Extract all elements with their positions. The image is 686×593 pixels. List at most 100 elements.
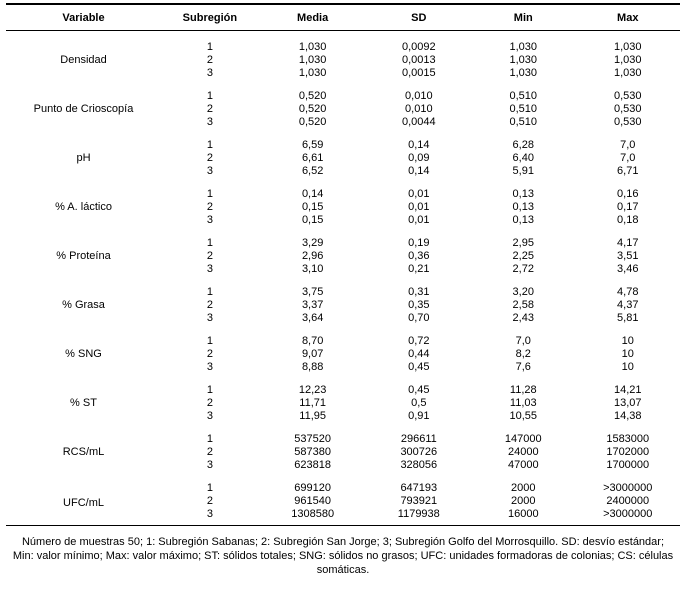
cell-min: 1,030 [509,54,538,66]
cell-sd: 1179938 [397,508,440,520]
cell-sd: 0,010 [405,90,433,102]
table-row: 3 0,520 0,0044 0,510 0,530 [6,116,680,129]
variable-group: RCS/mL 1 537520 296611 147000 1583000 2 587380 3… [6,423,680,472]
table-row: 2 2,96 0,36 2,25 3,51 [6,250,680,263]
col-header-max: Max [575,4,680,31]
cell-max: 14,38 [613,410,642,422]
col-header-subregion: Subregión [161,4,259,31]
variable-label: Densidad [60,54,107,66]
cell-max: 7,0 [620,152,636,164]
cell-subregion: 2 [206,103,213,115]
cell-max: 10 [621,335,634,347]
cell-max: 10 [621,348,634,360]
cell-subregion: 1 [206,384,213,396]
cell-media: 8,70 [301,335,324,347]
cell-sd: 0,01 [408,188,430,200]
header-row: Variable Subregión Media SD Min Max [6,4,680,31]
variable-label: % Proteína [56,250,111,262]
table-row: 2 11,71 0,5 11,03 13,07 [6,397,680,410]
cell-min: 10,55 [509,410,538,422]
cell-sd: 0,21 [408,263,430,275]
cell-min: 0,13 [512,188,534,200]
cell-min: 24000 [507,446,539,458]
cell-media: 3,75 [301,286,324,298]
table-row: Punto de Crioscopía 1 0,520 0,010 0,510 0,530 [6,80,680,115]
cell-sd: 0,19 [408,237,430,249]
cell-sd: 0,45 [408,384,430,396]
cell-media: 623818 [294,459,331,471]
cell-media: 11,71 [299,397,326,409]
variable-label: % Grasa [62,299,105,311]
cell-max: 1702000 [606,446,650,458]
table-row: 2 0,520 0,010 0,510 0,530 [6,103,680,116]
cell-min: 16000 [507,508,539,520]
cell-max: 13,07 [613,397,642,409]
cell-min: 7,0 [515,335,531,347]
table-row: % Proteína 1 3,29 0,19 2,95 4,17 [6,227,680,262]
cell-media: 2,96 [301,250,324,262]
cell-sd: 0,45 [408,361,430,373]
cell-min: 5,91 [512,165,534,177]
cell-media: 0,520 [298,90,327,102]
cell-min: 11,03 [509,397,537,409]
variable-label: % A. láctico [55,201,112,213]
cell-max: 0,17 [617,201,639,213]
cell-subregion: 2 [206,152,213,164]
table-row: 2 0,15 0,01 0,13 0,17 [6,201,680,214]
cell-min: 0,13 [512,214,534,226]
cell-max: 1,030 [613,54,642,66]
cell-media: 6,59 [301,139,324,151]
cell-min: 3,20 [512,286,534,298]
cell-max: 3,46 [617,263,639,275]
cell-subregion: 1 [206,41,213,53]
cell-media: 9,07 [301,348,324,360]
cell-media: 961540 [294,495,331,507]
cell-min: 2,58 [512,299,534,311]
cell-subregion: 1 [206,433,213,445]
cell-media: 0,14 [301,188,324,200]
variable-label: Punto de Crioscopía [33,103,134,115]
cell-max: 5,81 [617,312,639,324]
cell-sd: 300726 [400,446,438,458]
cell-subregion: 1 [206,90,213,102]
variable-group: % Grasa 1 3,75 0,31 3,20 4,78 2 3,37 0,35 2,58 4,3… [6,276,680,325]
cell-media: 0,15 [301,214,324,226]
cell-sd: 0,14 [408,139,430,151]
cell-media: 1,030 [298,41,327,53]
cell-max: 4,17 [617,237,639,249]
cell-sd: 0,5 [411,397,427,409]
cell-sd: 0,01 [408,201,430,213]
variable-label: % ST [70,397,97,409]
cell-max: >3000000 [603,508,653,520]
table-row: 3 0,15 0,01 0,13 0,18 [6,214,680,227]
cell-max: 0,530 [613,116,642,128]
cell-media: 1,030 [298,67,327,79]
cell-sd: 0,0013 [401,54,436,66]
cell-subregion: 2 [206,348,213,360]
cell-max: 0,530 [613,103,642,115]
cell-min: 1,030 [509,67,538,79]
cell-sd: 0,72 [408,335,430,347]
cell-min: 147000 [504,433,542,445]
table-row: 2 9,07 0,44 8,2 10 [6,348,680,361]
table-row: 2 1,030 0,0013 1,030 1,030 [6,54,680,67]
cell-subregion: 3 [206,459,213,471]
cell-subregion: 1 [206,335,213,347]
cell-media: 3,64 [301,312,324,324]
cell-subregion: 1 [206,482,213,494]
cell-subregion: 3 [206,410,213,422]
stats-table: Variable Subregión Media SD Min Max Dens… [6,3,680,526]
table-row: 2 3,37 0,35 2,58 4,37 [6,299,680,312]
cell-sd: 0,010 [405,103,433,115]
variable-group: % A. láctico 1 0,14 0,01 0,13 0,16 2 0,15 0,01 0,… [6,178,680,227]
cell-subregion: 1 [206,188,213,200]
cell-subregion: 2 [206,250,213,262]
cell-media: 3,10 [301,263,324,275]
table-row: RCS/mL 1 537520 296611 147000 1583000 [6,423,680,458]
cell-sd: 0,31 [408,286,430,298]
cell-media: 11,95 [299,410,326,422]
table-footnote: Número de muestras 50; 1: Subregión Saba… [12,536,674,576]
cell-max: 7,0 [620,139,636,151]
table-row: 3 623818 328056 47000 1700000 [6,459,680,472]
cell-sd: 0,0092 [401,41,436,53]
